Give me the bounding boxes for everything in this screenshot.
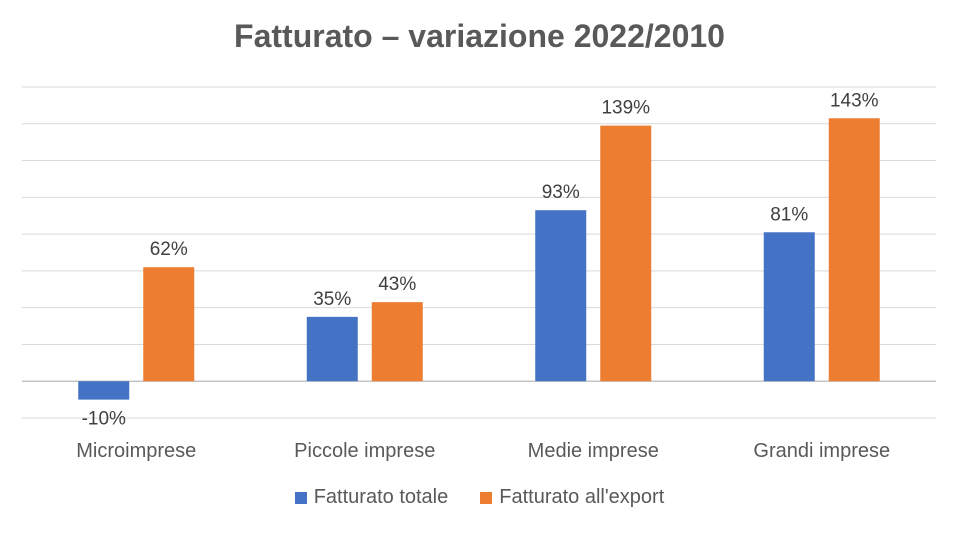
legend: Fatturato totale Fatturato all'export [0, 486, 959, 509]
bar-fatturato-export-2 [600, 125, 652, 382]
bar-fatturato-totale-1 [306, 316, 358, 382]
bar-fatturato-totale-0 [78, 381, 130, 400]
category-label: Microimprese [76, 440, 196, 462]
bar-fatturato-totale-3 [763, 232, 815, 382]
legend-swatch [294, 491, 307, 504]
chart-title: Fatturato – variazione 2022/2010 [234, 18, 725, 54]
legend-item-fatturato-export: Fatturato all'export [480, 486, 664, 509]
legend-label: Fatturato totale [313, 486, 449, 508]
category-label: Grandi imprese [753, 440, 890, 462]
data-label: 35% [313, 289, 351, 310]
data-label: 143% [830, 90, 879, 111]
data-label: 139% [601, 98, 650, 119]
data-label: 93% [542, 182, 580, 203]
data-label: 81% [770, 204, 808, 225]
category-label: Medie imprese [528, 440, 659, 462]
bar-fatturato-export-1 [371, 302, 423, 382]
bar-fatturato-totale-2 [535, 210, 587, 382]
bar-fatturato-export-3 [828, 118, 880, 382]
category-label: Piccole imprese [294, 440, 435, 462]
legend-swatch [480, 491, 493, 504]
data-label: 62% [150, 239, 188, 260]
legend-item-fatturato-totale: Fatturato totale [294, 486, 449, 509]
legend-label: Fatturato all'export [499, 486, 665, 508]
data-label: 43% [378, 274, 416, 295]
bar-fatturato-export-0 [143, 267, 195, 382]
data-label: -10% [82, 409, 126, 430]
